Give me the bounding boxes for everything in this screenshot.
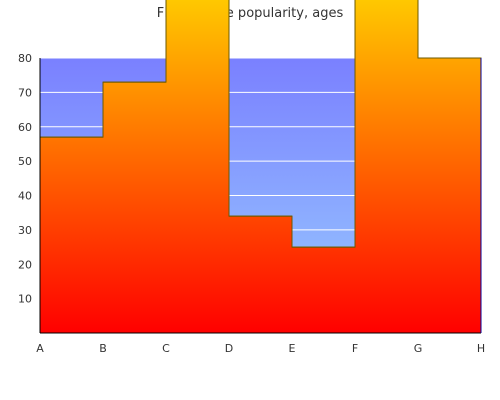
x-tick-label: B [99,342,107,355]
y-tick-label: 80 [18,52,32,65]
y-tick-label: 40 [18,190,32,203]
y-tick-label: 70 [18,86,32,99]
x-tick-label: A [36,342,44,355]
x-tick-label: H [477,342,485,355]
series-area [39,0,482,333]
y-tick-label: 10 [18,293,32,306]
y-tick-label: 20 [18,258,32,271]
x-tick-label: C [162,342,170,355]
y-tick-label: 50 [18,155,32,168]
x-tick-label: F [352,342,358,355]
x-tick-labels: A B C D E F G H [36,342,485,355]
y-tick-label: 30 [18,224,32,237]
y-tick-labels: 10 20 30 40 50 60 70 80 [18,52,32,306]
y-tick-label: 60 [18,121,32,134]
axes [39,58,482,334]
x-tick-label: D [225,342,233,355]
x-tick-label: E [289,342,296,355]
x-tick-label: G [414,342,423,355]
